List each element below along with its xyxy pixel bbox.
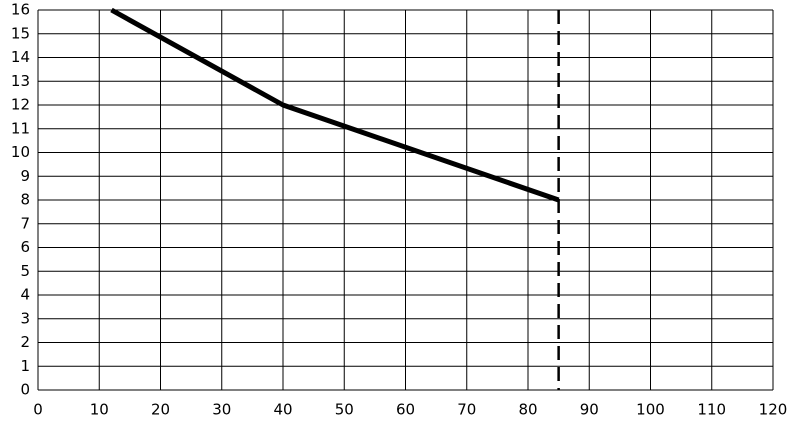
y-tick-label: 8 <box>20 191 30 209</box>
y-tick-label: 12 <box>11 96 30 114</box>
y-tick-label: 15 <box>11 24 30 42</box>
y-tick-label: 11 <box>11 119 30 137</box>
x-tick-label: 70 <box>457 401 476 419</box>
y-tick-label: 3 <box>20 309 30 327</box>
y-tick-label: 10 <box>11 143 30 161</box>
y-tick-label: 4 <box>20 286 30 304</box>
x-tick-label: 20 <box>151 401 170 419</box>
y-tick-label: 2 <box>20 333 30 351</box>
y-tick-label: 7 <box>20 214 30 232</box>
y-tick-label: 9 <box>20 167 30 185</box>
x-tick-label: 110 <box>697 401 726 419</box>
x-tick-label: 30 <box>212 401 231 419</box>
x-tick-label: 0 <box>33 401 43 419</box>
x-tick-label: 10 <box>90 401 109 419</box>
y-tick-label: 6 <box>20 238 30 256</box>
y-tick-label: 14 <box>11 48 30 66</box>
x-tick-label: 80 <box>518 401 537 419</box>
x-tick-label: 40 <box>273 401 292 419</box>
y-tick-label: 5 <box>20 262 30 280</box>
y-tick-label: 13 <box>11 72 30 90</box>
y-tick-label: 16 <box>11 1 30 19</box>
x-tick-label: 60 <box>396 401 415 419</box>
x-tick-label: 50 <box>335 401 354 419</box>
x-tick-label: 120 <box>759 401 788 419</box>
x-tick-label: 100 <box>636 401 665 419</box>
y-tick-label: 0 <box>20 381 30 399</box>
data-line <box>110 7 560 203</box>
x-tick-label: 90 <box>580 401 599 419</box>
y-tick-label: 1 <box>20 357 30 375</box>
